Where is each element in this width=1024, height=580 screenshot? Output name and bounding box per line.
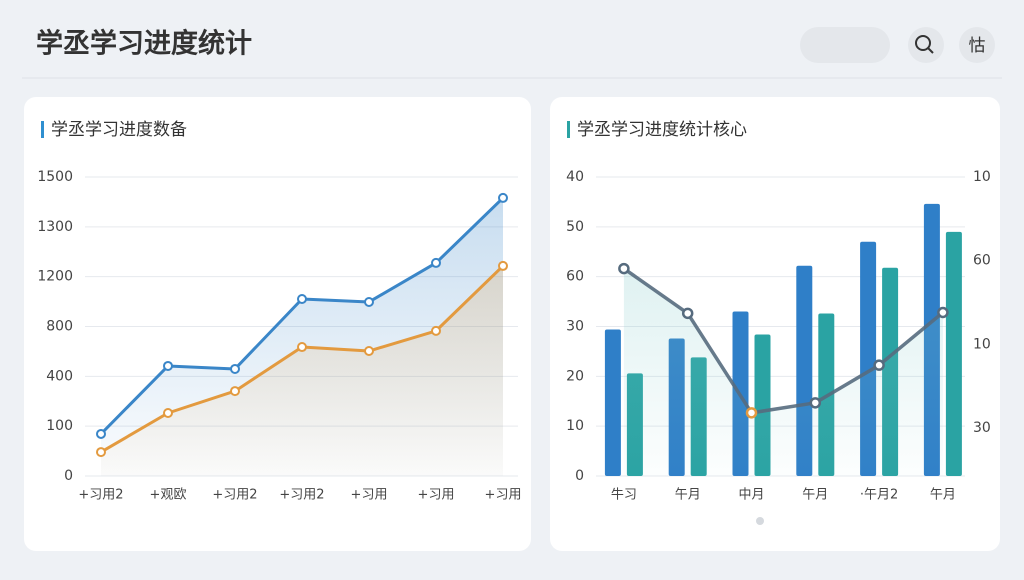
y2-tick-label: 30 — [973, 420, 991, 436]
x-tick-label: +习用2 — [279, 488, 324, 503]
y-tick-label: 40 — [566, 169, 584, 185]
x-tick-label: 午月 — [930, 488, 956, 503]
x-tick-label: +习用 — [418, 488, 455, 503]
x-tick-label: +习用2 — [78, 488, 123, 503]
bar — [604, 329, 621, 476]
y-tick-label: 50 — [566, 219, 584, 235]
page-title: 学丞学习进度统计 — [36, 28, 252, 60]
x-tick-label: +观欧 — [150, 488, 187, 503]
title-accent — [41, 121, 44, 138]
chart-title: 学丞学习进度数备 — [51, 120, 187, 140]
x-tick-label: ·午月2 — [860, 488, 898, 503]
area — [101, 265, 503, 476]
y2-tick-label: 10 — [973, 336, 991, 352]
y-tick-label: 0 — [575, 468, 584, 484]
search-icon — [915, 35, 931, 51]
marker — [431, 325, 441, 336]
x-tick-label: +习用 — [351, 488, 388, 503]
menu-button[interactable] — [959, 27, 995, 63]
marker — [297, 293, 307, 304]
pager-dot[interactable] — [756, 517, 764, 525]
chart-title: 学丞学习进度统计核心 — [577, 120, 747, 140]
y-tick-label: 1500 — [37, 169, 73, 185]
search-button[interactable] — [908, 27, 944, 63]
y-tick-label: 800 — [46, 319, 73, 335]
marker — [230, 386, 240, 397]
marker — [431, 257, 441, 268]
marker — [230, 363, 240, 374]
marker — [618, 262, 630, 275]
y-tick-label: 400 — [46, 368, 73, 384]
marker — [498, 192, 508, 203]
marker — [364, 346, 374, 357]
x-tick-label: +习用 — [485, 488, 522, 503]
search-icon — [927, 47, 934, 54]
y2-tick-label: 10 — [973, 169, 991, 185]
y-tick-label: 100 — [46, 418, 73, 434]
marker — [96, 447, 106, 458]
marker — [498, 260, 508, 271]
marker — [96, 428, 106, 439]
marker — [297, 342, 307, 353]
y2-tick-label: 60 — [973, 253, 991, 269]
x-tick-label: 中月 — [738, 488, 764, 503]
x-tick-label: 午月 — [802, 488, 828, 503]
x-tick-label: 牛习 — [611, 488, 637, 503]
y-tick-label: 0 — [64, 468, 73, 484]
marker — [681, 307, 694, 320]
marker — [745, 407, 758, 419]
menu-label: 怙 — [969, 36, 986, 56]
y-tick-label: 10 — [566, 418, 584, 434]
y-tick-label: 20 — [566, 368, 584, 384]
bar — [945, 231, 962, 476]
y-tick-label: 30 — [566, 319, 584, 335]
marker — [809, 397, 822, 409]
marker — [163, 408, 173, 419]
search-box[interactable] — [800, 27, 890, 63]
area — [623, 268, 943, 476]
y-tick-label: 1200 — [37, 269, 73, 285]
marker — [364, 296, 374, 307]
title-accent — [567, 121, 570, 138]
x-tick-label: +习用2 — [212, 488, 257, 503]
line — [622, 267, 945, 415]
marker — [873, 359, 885, 371]
y-tick-label: 60 — [566, 269, 584, 285]
y-tick-label: 1300 — [37, 219, 73, 235]
marker — [163, 360, 173, 371]
marker — [937, 306, 949, 319]
x-tick-label: 午月 — [675, 488, 701, 503]
